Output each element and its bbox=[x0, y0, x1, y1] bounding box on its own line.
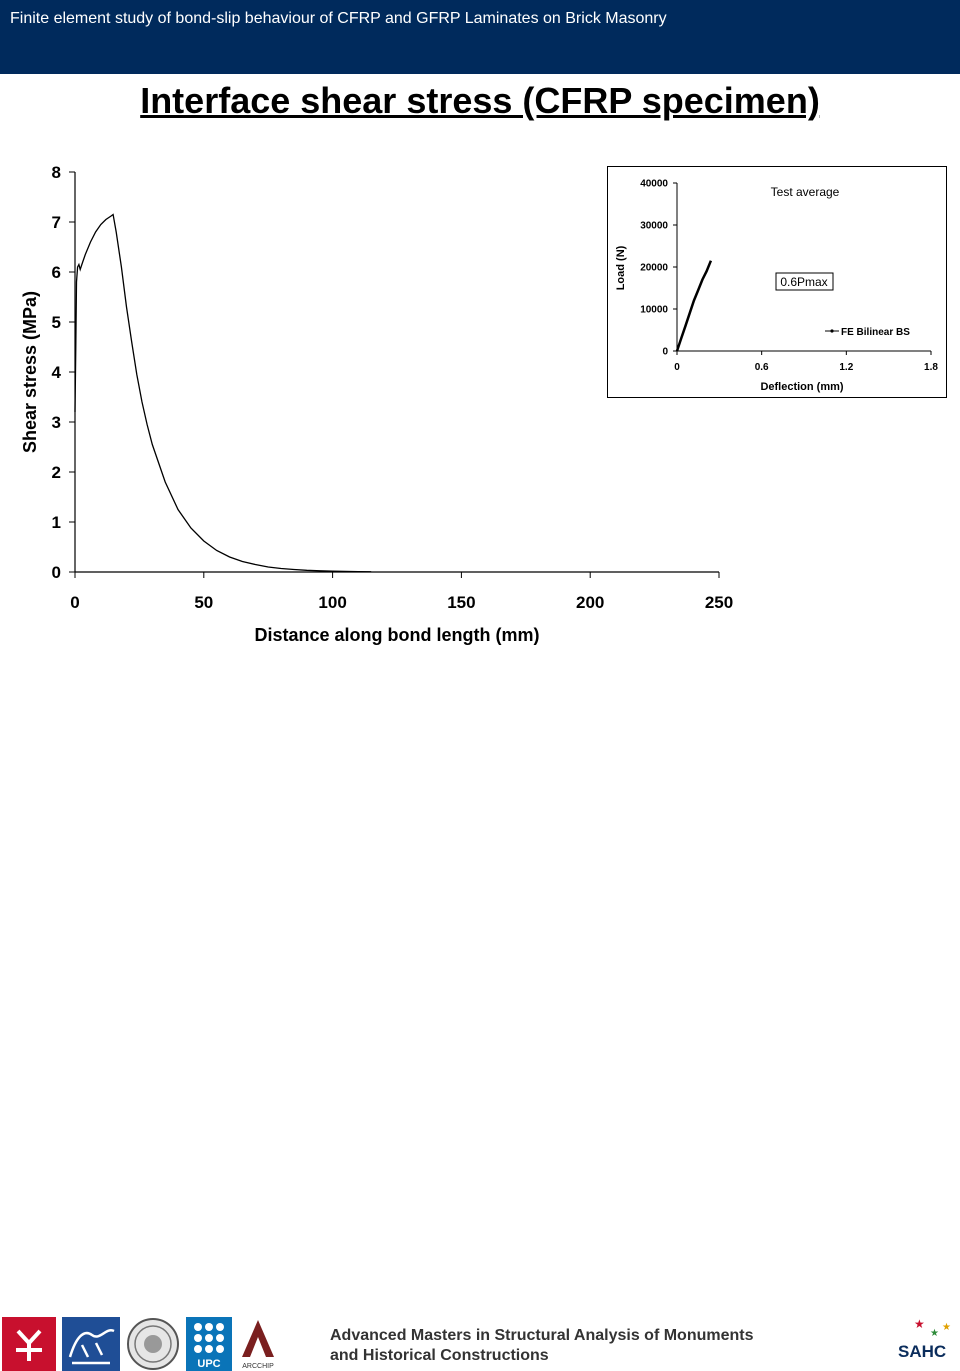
inset-x-tick-label: 1.8 bbox=[924, 362, 938, 373]
slide-title: Interface shear stress (CFRP specimen) bbox=[140, 80, 820, 121]
inset-chart: 0 0.6 1.2 1.8 0 10000 20000 30000 40000 Test ave… bbox=[607, 166, 947, 398]
main-y-tick-label: 0 bbox=[52, 563, 61, 582]
upc-logo: UPC bbox=[186, 1317, 232, 1371]
svg-text:★: ★ bbox=[930, 1328, 939, 1339]
upc-logo-label: UPC bbox=[197, 1358, 220, 1370]
main-y-tick-label: 8 bbox=[52, 163, 61, 182]
header-band bbox=[0, 0, 960, 74]
header-text: Finite element study of bond-slip behavi… bbox=[10, 10, 667, 27]
inset-legend-marker bbox=[830, 329, 834, 333]
inset-x-tick-label: 0 bbox=[674, 362, 680, 373]
footer-program-name: Advanced Masters in Structural Analysis … bbox=[330, 1326, 754, 1366]
inset-y-tick-label: 40000 bbox=[640, 179, 668, 190]
inset-x-axis-label: Deflection (mm) bbox=[760, 381, 843, 393]
inset-y-tick-label: 20000 bbox=[640, 263, 668, 274]
sahc-logo: SAHC bbox=[898, 1342, 947, 1361]
arcchip-logo-label: ARCCHIP bbox=[242, 1363, 274, 1370]
inset-annotation-box bbox=[775, 272, 834, 291]
main-series-line bbox=[74, 213, 372, 573]
main-y-axis-label: Shear stress (MPa) bbox=[20, 291, 40, 453]
university-logo-blue bbox=[62, 1317, 120, 1371]
main-y-tick-label: 7 bbox=[52, 213, 61, 232]
main-x-tick-label: 100 bbox=[318, 593, 346, 612]
inset-x-tick-label: 0.6 bbox=[755, 362, 769, 373]
footer-line-1: Advanced Masters in Structural Analysis … bbox=[330, 1327, 754, 1344]
main-x-tick-label: 50 bbox=[194, 593, 213, 612]
seal-logo bbox=[127, 1318, 179, 1370]
main-y-tick-label: 6 bbox=[52, 263, 61, 282]
main-x-axis-label: Distance along bond length (mm) bbox=[254, 625, 539, 645]
main-y-tick-label: 5 bbox=[52, 313, 61, 332]
inset-y-tick-label: 30000 bbox=[640, 221, 668, 232]
main-x-tick-label: 250 bbox=[705, 593, 733, 612]
svg-text:★: ★ bbox=[942, 1322, 951, 1333]
inset-y-axis-label: Load (N) bbox=[615, 245, 627, 290]
inset-x-tick-label: 1.2 bbox=[839, 362, 853, 373]
university-logo-red bbox=[2, 1317, 56, 1371]
inset-series-line bbox=[675, 260, 713, 352]
main-y-tick-label: 2 bbox=[52, 463, 61, 482]
inset-annotation: 0.6Pmax bbox=[780, 275, 827, 289]
footer-line-2: and Historical Constructions bbox=[330, 1347, 549, 1364]
inset-title: Test average bbox=[771, 185, 840, 199]
main-y-tick-label: 1 bbox=[52, 513, 61, 532]
svg-text:★: ★ bbox=[914, 1317, 925, 1331]
main-x-tick-label: 150 bbox=[447, 593, 475, 612]
footer: UPC ARCCHIP Advanced Masters in Structur… bbox=[0, 656, 960, 1371]
main-y-tick-label: 4 bbox=[52, 363, 62, 382]
arcchip-logo: ARCCHIP bbox=[242, 1320, 274, 1370]
main-chart: 0 50 100 150 200 250 0 1 2 3 4 5 6 7 8 Distance along … bbox=[20, 163, 733, 645]
main-x-tick-label: 0 bbox=[70, 593, 79, 612]
sahc-stars-icon: ★ ★ ★ bbox=[914, 1317, 951, 1339]
inset-y-tick-label: 10000 bbox=[640, 305, 668, 316]
main-y-tick-label: 3 bbox=[52, 413, 61, 432]
inset-y-tick-label: 0 bbox=[662, 347, 668, 358]
main-x-tick-label: 200 bbox=[576, 593, 604, 612]
inset-legend-label: FE Bilinear BS bbox=[841, 327, 910, 338]
